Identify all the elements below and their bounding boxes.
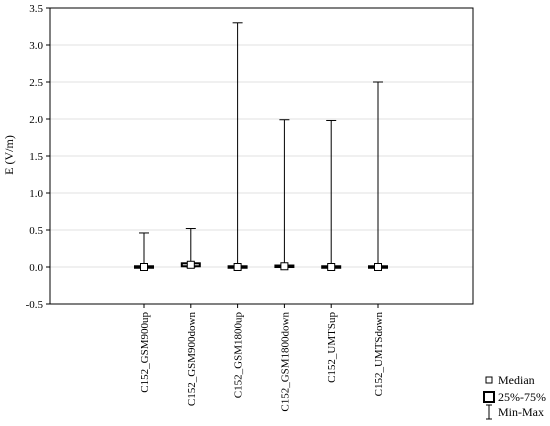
- x-axis-ticks: C152_GSM900up C152_GSM900down C152_GSM1800…: [139, 304, 385, 412]
- median-marker: [327, 263, 336, 271]
- box-group: [274, 119, 295, 271]
- median-marker: [280, 262, 289, 271]
- box-group: [134, 232, 154, 271]
- y-tick-label: 0.5: [29, 225, 43, 237]
- y-tick-label: 3.0: [29, 40, 43, 52]
- x-tick-label: C152_GSM900down: [186, 312, 198, 407]
- y-axis-label: E (V/m): [2, 135, 16, 175]
- legend-box-symbol: [483, 391, 495, 403]
- y-tick-label: 2.5: [29, 77, 43, 89]
- box-group: [368, 81, 388, 271]
- legend: Median 25%-75%Min-Max: [483, 373, 546, 420]
- box-group: [321, 119, 342, 271]
- box-group: [180, 228, 201, 269]
- legend-item: Min-Max: [486, 404, 544, 420]
- x-tick-label: C152_GSM1800up: [233, 312, 245, 399]
- y-tick-label: -0.5: [26, 299, 44, 311]
- y-axis-ticks: -0.5 0.0 0.5 1.0 1.5 2.0 2.5 3.0 3.5: [26, 3, 50, 311]
- x-tick-label: C152_UMTSdown: [373, 312, 385, 397]
- legend-label: Median: [498, 373, 535, 387]
- median-marker: [374, 263, 382, 271]
- median-marker: [186, 260, 195, 269]
- legend-item: 25%-75%: [483, 390, 546, 404]
- box-group: [227, 22, 248, 271]
- y-tick-label: 0.0: [29, 262, 43, 274]
- legend-median-symbol: [485, 376, 493, 384]
- y-tick-label: 1.0: [29, 188, 43, 200]
- legend-label: 25%-75%: [498, 390, 546, 404]
- median-marker: [233, 263, 242, 271]
- y-tick-label: 2.0: [29, 114, 43, 126]
- legend-item: Median: [485, 373, 535, 387]
- y-tick-label: 3.5: [29, 3, 43, 15]
- legend-label: Min-Max: [498, 405, 544, 419]
- x-tick-label: C152_GSM1800down: [279, 312, 291, 412]
- box-series: [134, 22, 388, 271]
- x-tick-label: C152_GSM900up: [139, 312, 151, 393]
- x-tick-label: C152_UMTSup: [326, 312, 338, 383]
- grid-lines: [50, 7, 473, 305]
- y-tick-label: 1.5: [29, 151, 43, 163]
- median-marker: [140, 263, 148, 271]
